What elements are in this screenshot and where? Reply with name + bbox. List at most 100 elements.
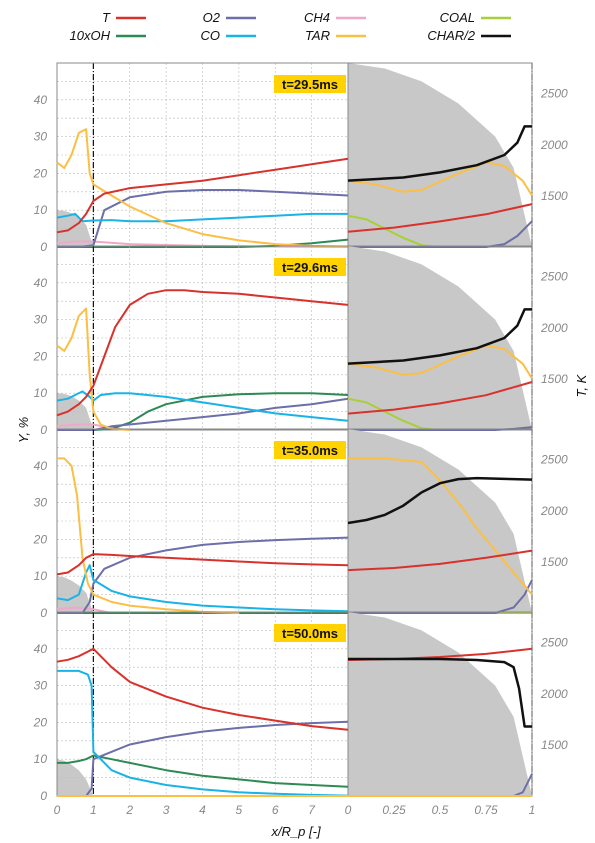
y-tick-label: 0 [40, 606, 47, 620]
series-t-left [56, 289, 349, 417]
series-char-2-right [347, 125, 532, 182]
series-tar-right [347, 161, 533, 197]
particle-shade-right [348, 246, 532, 430]
particle-shade-right [348, 612, 532, 796]
legend-label-coal: COAL [440, 10, 475, 25]
particle-shade-left [57, 759, 94, 796]
x-tick-label-right: 0.75 [474, 803, 498, 817]
panel-4: 0 10 20 30 40 1500 2000 2500 t=50.0ms [33, 611, 568, 803]
y-tick-label: 20 [33, 166, 48, 180]
t-tick-label: 1500 [541, 189, 568, 203]
axes-labels: Y, % T, K x/R_p [-] [16, 373, 589, 839]
legend: T 10xOH O2 CO CH4 TAR COAL CHAR/2 [70, 10, 511, 43]
y-tick-label: 10 [34, 203, 48, 217]
panel-3: 0 10 20 30 40 1500 2000 2500 t=35.0ms [33, 428, 568, 620]
series-t-left [56, 157, 349, 234]
y-tick-label: 40 [34, 642, 48, 656]
series-co-left [57, 669, 349, 797]
particle-shade-right [348, 63, 532, 247]
series-10xoh-left [57, 754, 349, 788]
y-tick-label: 40 [34, 93, 48, 107]
time-label: t=50.0ms [282, 626, 338, 641]
t-tick-label: 1500 [541, 372, 568, 386]
t-tick-label: 2000 [540, 504, 568, 518]
y-tick-label: 30 [34, 679, 48, 693]
y-tick-label: 30 [34, 130, 48, 144]
series-tar-left [56, 128, 349, 248]
y-tick-label: 30 [34, 313, 48, 327]
legend-label-10xoh: 10xOH [70, 28, 111, 43]
time-badge [274, 441, 346, 459]
panels: 010203040150020002500t=29.5ms01020304015… [33, 62, 568, 817]
legend-label-o2: O2 [203, 10, 221, 25]
x-tick-label-left: 4 [199, 803, 206, 817]
series-t-right [347, 549, 533, 572]
series-t-left [56, 553, 349, 576]
series-co-left [56, 390, 349, 422]
y-tick-label: 0 [40, 789, 47, 803]
time-label: t=29.5ms [282, 77, 338, 92]
series-char-2-right [347, 476, 533, 525]
particle-shade-right [348, 429, 532, 613]
y-tick-label: 30 [34, 496, 48, 510]
series-t-right [347, 381, 533, 415]
legend-label-tar: TAR [305, 28, 330, 43]
series-o2-right [348, 220, 533, 248]
time-label: t=29.6ms [282, 260, 338, 275]
x-tick-label-right: 0.25 [382, 803, 406, 817]
y-axis-label-right: T, K [574, 373, 589, 397]
x-axis-label: x/R_p [-] [270, 824, 321, 839]
x-tick-label-left: 7 [308, 803, 316, 817]
series-tar-left [56, 307, 130, 431]
series-co-left [56, 564, 349, 613]
series-tar-left [57, 457, 239, 614]
particle-shade-left [57, 576, 94, 613]
time-badge [274, 258, 346, 276]
series-char-2-right [347, 308, 532, 365]
x-tick-label-left: 6 [272, 803, 279, 817]
series-o2-left [57, 397, 349, 431]
x-tick-label-left: 2 [125, 803, 133, 817]
t-tick-label: 2000 [540, 321, 568, 335]
y-tick-label: 0 [40, 240, 47, 254]
panel-frame [56, 245, 533, 431]
x-tick-label-left: 3 [163, 803, 170, 817]
x-tick-label-right: 0.5 [432, 803, 449, 817]
series-co-left [56, 212, 348, 223]
x-tick-label-left: 5 [236, 803, 243, 817]
y-tick-label: 10 [34, 569, 48, 583]
series-t-right [347, 203, 533, 233]
t-tick-label: 2500 [540, 87, 568, 101]
y-tick-label: 20 [33, 349, 48, 363]
t-tick-label: 1500 [541, 555, 568, 569]
t-tick-label: 1500 [541, 738, 568, 752]
y-tick-label: 10 [34, 752, 48, 766]
series-o2-left [57, 720, 349, 797]
y-tick-label: 40 [34, 459, 48, 473]
panel-1: 0 10 20 30 40 1500 2000 2500 t=29.5ms [33, 62, 568, 254]
y-tick-label: 20 [33, 715, 48, 729]
series-ch4-left [56, 606, 112, 614]
x-tick-label-right: 0 [345, 803, 352, 817]
y-tick-label: 40 [34, 276, 48, 290]
t-tick-label: 2500 [540, 453, 568, 467]
x-tick-label-left: 1 [90, 803, 97, 817]
time-badge [274, 624, 346, 642]
legend-label-char-2: CHAR/2 [427, 28, 475, 43]
x-tick-label-right: 1 [529, 803, 536, 817]
t-tick-label: 2500 [540, 636, 568, 650]
y-tick-label: 0 [40, 423, 47, 437]
legend-label-ch4: CH4 [304, 10, 330, 25]
legend-label-co: CO [201, 28, 221, 43]
t-tick-label: 2000 [540, 138, 568, 152]
series-o2-left [57, 536, 349, 614]
t-tick-label: 2500 [540, 270, 568, 284]
particle-shade-left [57, 210, 94, 247]
series-tar-right [348, 457, 533, 596]
x-tick-label-left: 0 [54, 803, 61, 817]
series-t-left [56, 647, 349, 731]
legend-label-t: T [102, 10, 111, 25]
time-badge [274, 75, 346, 93]
t-tick-label: 2000 [540, 687, 568, 701]
